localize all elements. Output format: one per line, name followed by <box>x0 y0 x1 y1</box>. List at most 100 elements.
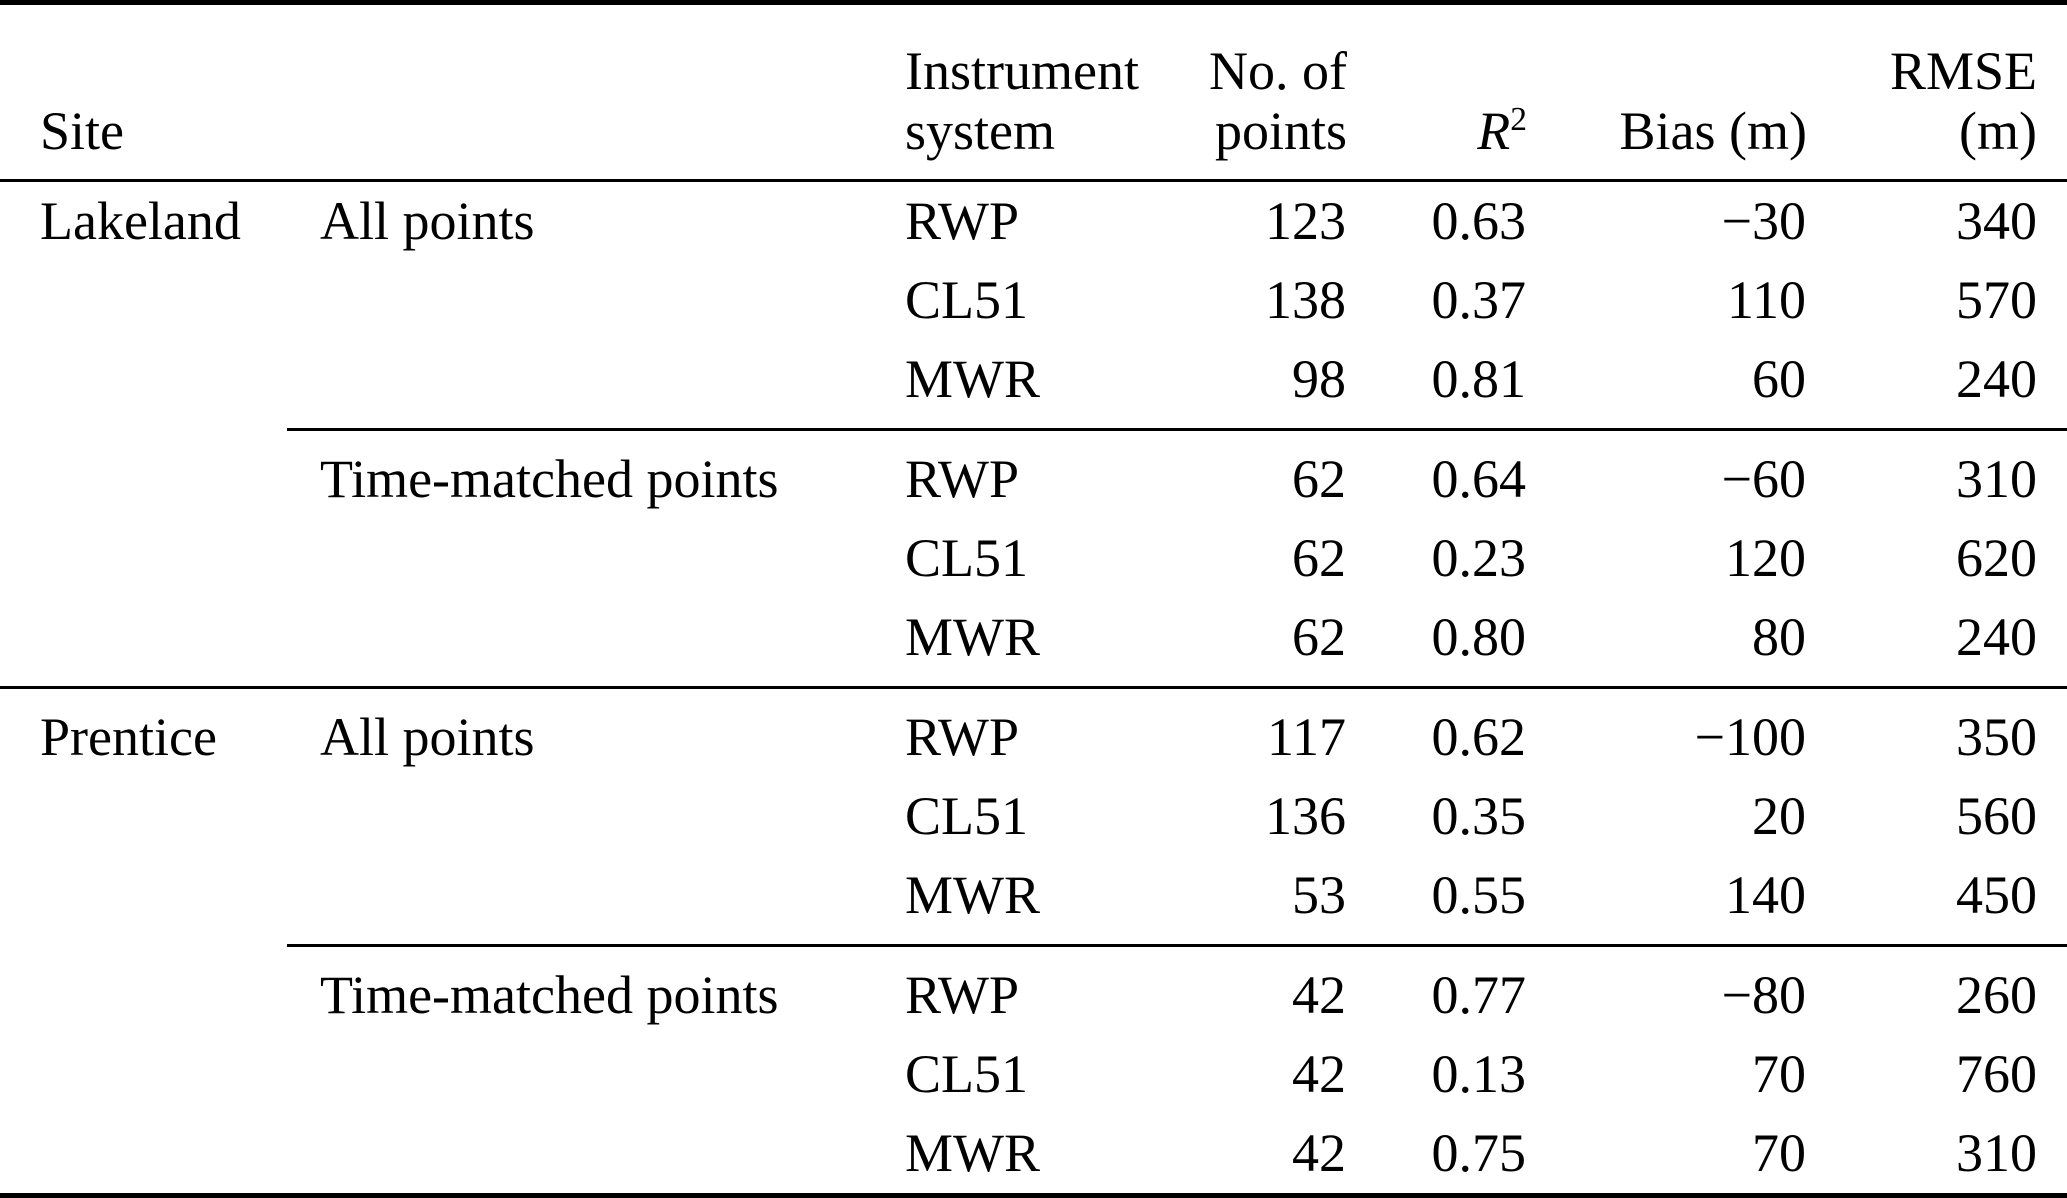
bias-cell: −60 <box>1721 449 1806 509</box>
site-cell <box>0 519 287 598</box>
subset-cell <box>287 1035 887 1114</box>
instrument-cell: RWP <box>905 449 1020 509</box>
col-header-no-of-points: No. of points <box>1157 2 1347 182</box>
table-row: CL51 42 0.13 70 760 <box>0 1035 2067 1114</box>
col-header-points-line1: No. of <box>1209 41 1347 101</box>
instrument-cell: CL51 <box>905 270 1029 330</box>
bias-cell: 110 <box>1727 270 1806 330</box>
points-cell: 53 <box>1157 856 1347 947</box>
col-header-rmse-line1: RMSE <box>1889 41 2037 101</box>
rmse-cell: 560 <box>1956 786 2037 846</box>
table-row: CL51 138 0.37 110 570 <box>0 261 2067 340</box>
instrument-cell: MWR <box>887 856 1157 947</box>
table-row: Time-matched points RWP 62 0.64 −60 310 <box>0 430 2067 520</box>
r2-cell: 0.75 <box>1431 1123 1527 1183</box>
subset-cell <box>287 340 887 431</box>
r2-cell: 0.35 <box>1431 786 1527 846</box>
site-cell <box>0 856 287 946</box>
table-row: CL51 62 0.23 120 620 <box>0 519 2067 598</box>
bias-cell: 70 <box>1752 1123 1806 1183</box>
bias-cell: 60 <box>1527 340 1807 431</box>
site-cell: Lakeland <box>40 191 241 251</box>
table-row: Time-matched points RWP 42 0.77 −80 260 <box>0 946 2067 1036</box>
col-header-site: Site <box>0 2 287 182</box>
col-header-rmse: RMSE (m) <box>1807 2 2067 182</box>
table-row: Prentice All points RWP 117 0.62 −100 35… <box>0 688 2067 778</box>
bias-cell: −80 <box>1721 965 1806 1025</box>
bias-cell: 80 <box>1527 598 1807 689</box>
r2-cell: 0.77 <box>1431 965 1527 1025</box>
points-cell: 62 <box>1292 449 1346 509</box>
bias-cell: 140 <box>1527 856 1807 947</box>
instrument-cell: CL51 <box>905 1044 1029 1104</box>
subset-cell: Time-matched points <box>320 965 779 1025</box>
col-header-rmse-line2: (m) <box>1959 101 2037 161</box>
subset-cell <box>287 261 887 340</box>
points-cell: 117 <box>1267 707 1346 767</box>
table-row: CL51 136 0.35 20 560 <box>0 777 2067 856</box>
r-squared-exponent: 2 <box>1510 101 1527 138</box>
site-cell <box>0 340 287 430</box>
instrument-cell: MWR <box>905 1123 1040 1183</box>
site-cell <box>0 261 287 340</box>
r2-cell: 0.64 <box>1431 449 1527 509</box>
r2-cell: 0.37 <box>1431 270 1527 330</box>
points-cell: 42 <box>1292 965 1346 1025</box>
table-row: MWR 42 0.75 70 310 <box>0 1114 2067 1196</box>
subset-cell <box>287 519 887 598</box>
subset-cell: Time-matched points <box>320 449 779 509</box>
table-row: Lakeland All points RWP 123 0.63 −30 340 <box>0 181 2067 262</box>
rmse-cell: 260 <box>1956 965 2037 1025</box>
header-row: Site Instrument system No. of points R2 … <box>0 2 2067 182</box>
instrument-cell: RWP <box>905 707 1020 767</box>
r2-cell: 0.62 <box>1431 707 1527 767</box>
instrument-cell: MWR <box>887 598 1157 689</box>
site-cell <box>0 777 287 856</box>
col-header-points-line2: points <box>1214 101 1347 161</box>
subset-cell: All points <box>320 707 535 767</box>
points-cell: 136 <box>1265 786 1346 846</box>
site-cell: Prentice <box>40 707 217 767</box>
rmse-cell: 310 <box>1956 1123 2037 1183</box>
instrument-cell: RWP <box>905 191 1020 251</box>
r2-cell: 0.63 <box>1431 191 1527 251</box>
instrument-cell: CL51 <box>905 786 1029 846</box>
table-body: Lakeland All points RWP 123 0.63 −30 340… <box>0 181 2067 1196</box>
points-cell: 42 <box>1292 1123 1346 1183</box>
r2-cell: 0.13 <box>1431 1044 1527 1104</box>
table-row: MWR 53 0.55 140 450 <box>0 856 2067 947</box>
points-cell: 62 <box>1292 528 1346 588</box>
bias-cell: 20 <box>1752 786 1806 846</box>
table-row: MWR 98 0.81 60 240 <box>0 340 2067 431</box>
rmse-cell: 450 <box>1807 856 2067 947</box>
rmse-cell: 760 <box>1956 1044 2037 1104</box>
col-header-instrument-line1: Instrument <box>905 41 1139 101</box>
col-header-bias-label: Bias (m) <box>1619 101 1807 161</box>
rmse-cell: 340 <box>1956 191 2037 251</box>
col-header-bias: Bias (m) <box>1527 2 1807 182</box>
rmse-cell: 570 <box>1956 270 2037 330</box>
site-cell <box>0 1114 287 1196</box>
col-header-instrument-system: Instrument system <box>887 2 1157 182</box>
col-header-instrument-line2: system <box>905 101 1056 161</box>
table-header: Site Instrument system No. of points R2 … <box>0 2 2067 182</box>
subset-cell <box>287 598 887 689</box>
r-squared-symbol: R <box>1477 101 1511 161</box>
instrument-cell: RWP <box>905 965 1020 1025</box>
rmse-cell: 240 <box>1807 598 2067 689</box>
points-cell: 42 <box>1292 1044 1346 1104</box>
site-cell <box>0 1035 287 1114</box>
col-header-r-squared: R2 <box>1347 2 1527 182</box>
r2-cell: 0.80 <box>1347 598 1527 689</box>
subset-cell <box>287 777 887 856</box>
instrument-cell: CL51 <box>905 528 1029 588</box>
r2-cell: 0.81 <box>1347 340 1527 431</box>
rmse-cell: 350 <box>1956 707 2037 767</box>
rmse-cell: 620 <box>1956 528 2037 588</box>
points-cell: 62 <box>1157 598 1347 689</box>
instrument-cell: MWR <box>887 340 1157 431</box>
bias-cell: −30 <box>1721 191 1806 251</box>
bias-cell: 120 <box>1725 528 1806 588</box>
bias-cell: 70 <box>1752 1044 1806 1104</box>
